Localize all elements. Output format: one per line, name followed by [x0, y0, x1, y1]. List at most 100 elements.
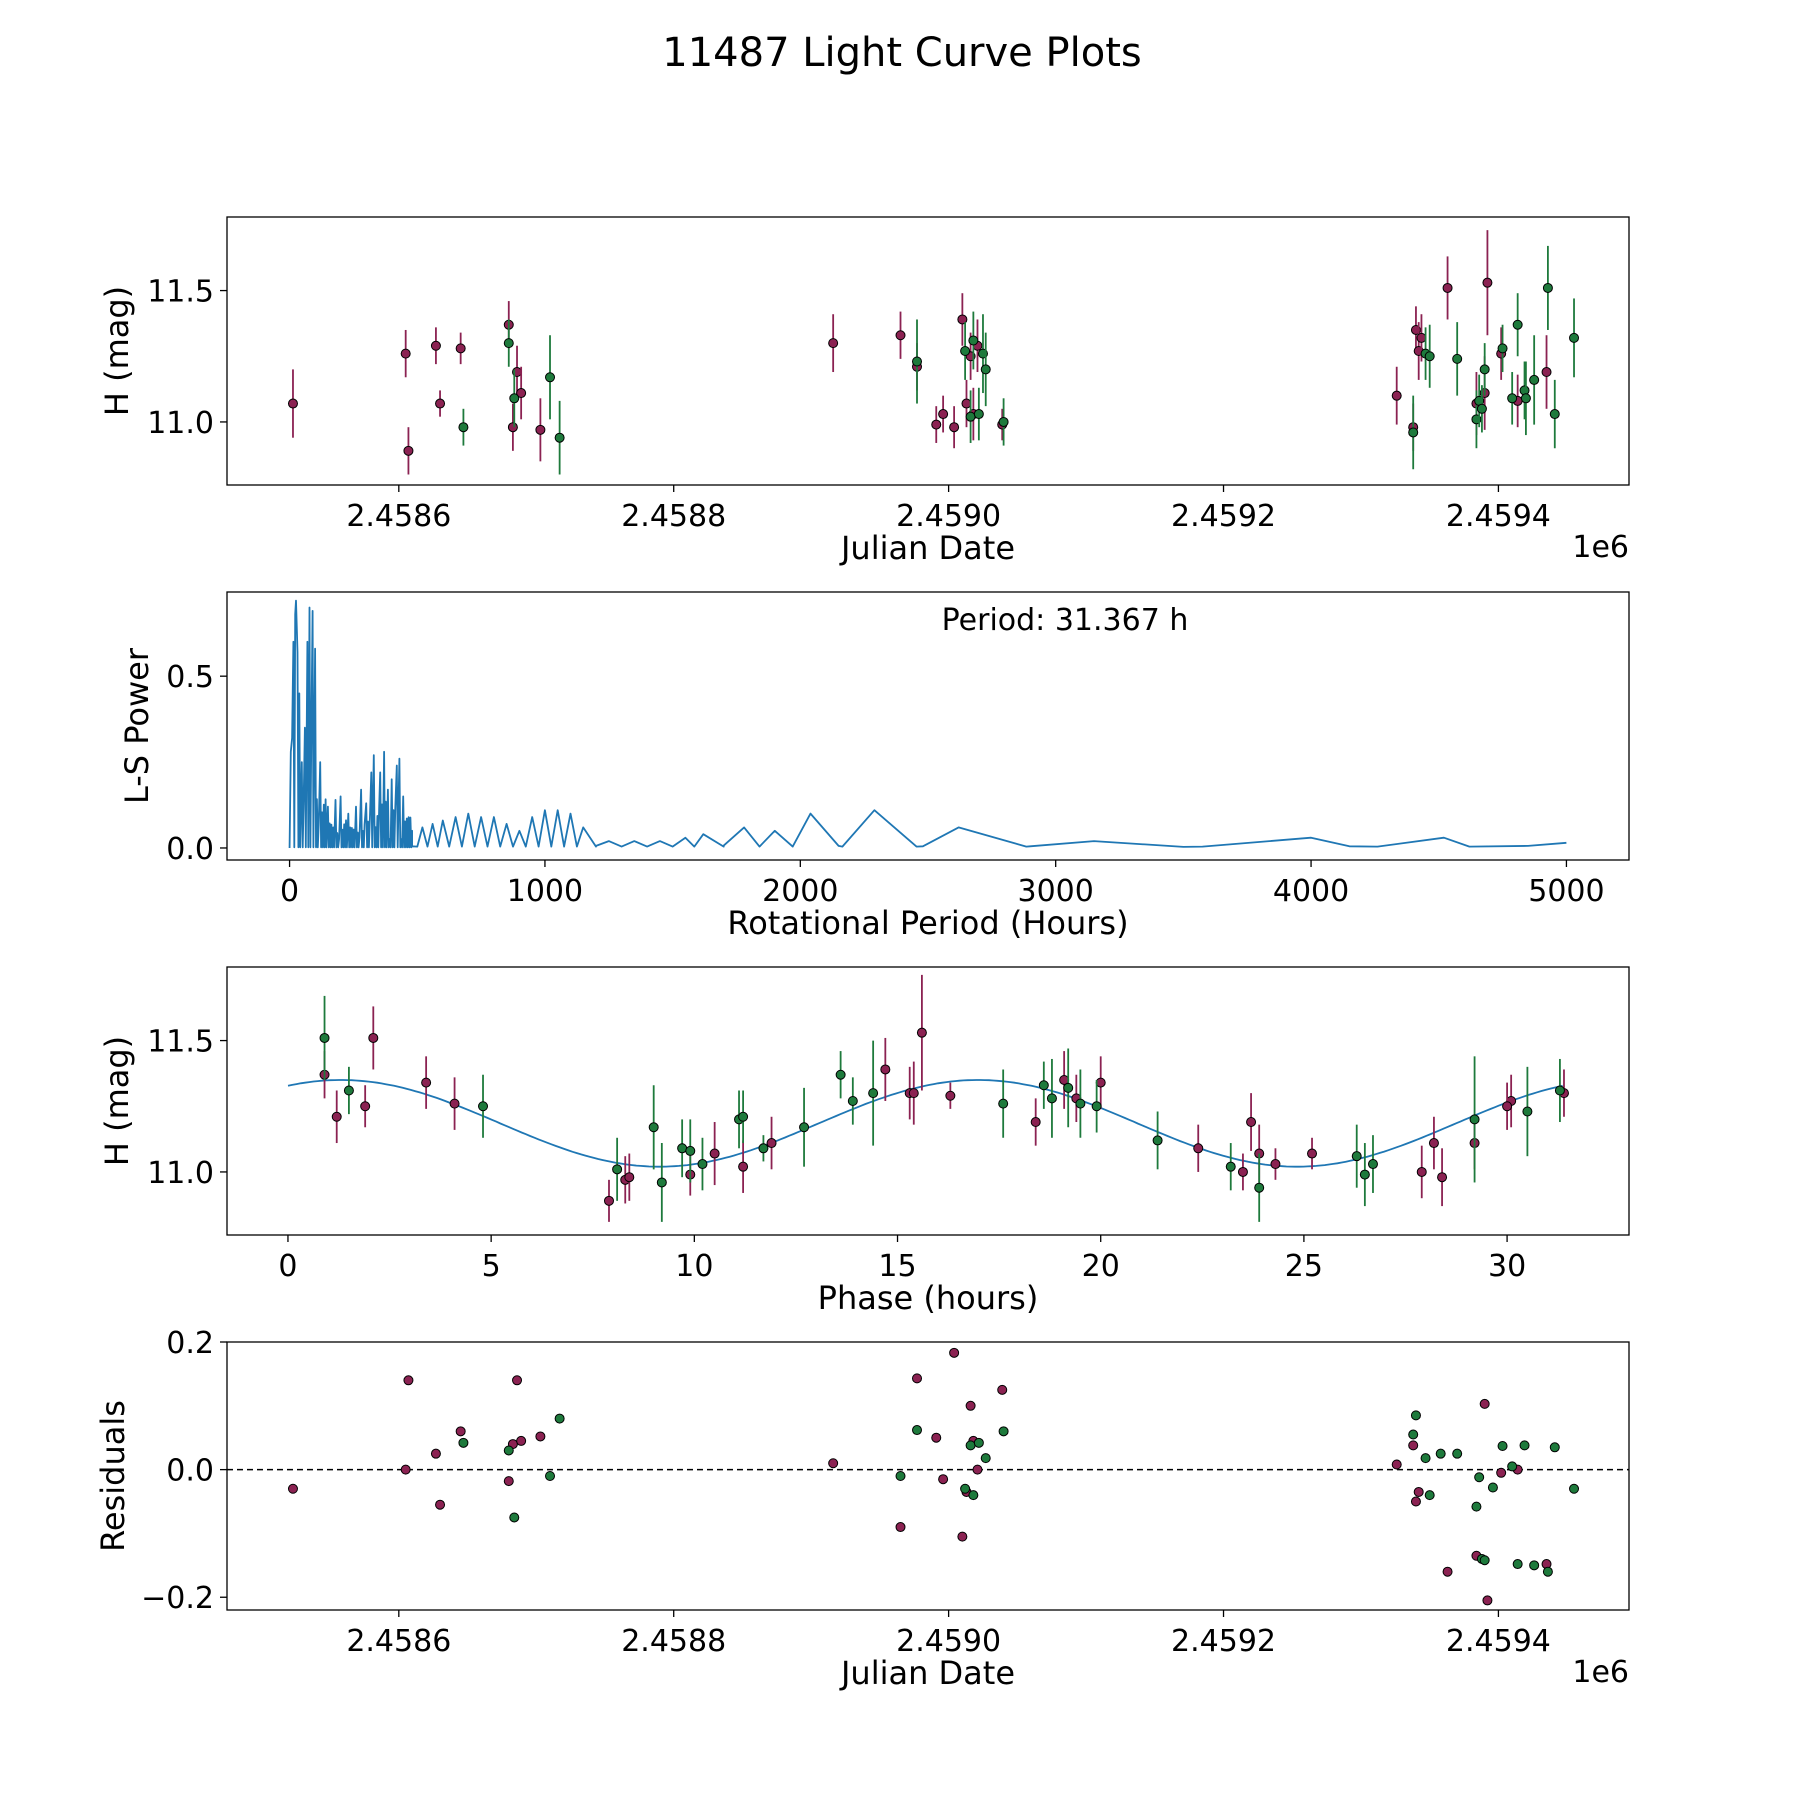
phase-curve-filter-b-point — [1359, 1169, 1370, 1180]
phase-curve-filter-a-point — [1307, 1148, 1318, 1159]
phase-curve-filter-a-point — [449, 1098, 460, 1109]
light-curve-filter-a-point — [1482, 277, 1493, 288]
light-curve-filter-a-point — [535, 424, 546, 435]
light-curve-xtick-label: 2.4588 — [621, 499, 726, 534]
phase-curve-filter-a-point — [738, 1161, 749, 1172]
phase-curve-filter-b-point — [868, 1088, 879, 1099]
phase-curve-filter-b-point — [343, 1085, 354, 1096]
residuals-filter-a-point — [1391, 1459, 1402, 1470]
light-curve-yticks: 11.0 11.5 — [147, 275, 227, 441]
residuals-filter-a-point — [503, 1476, 514, 1487]
light-curve-filter-a-point — [400, 348, 411, 359]
light-curve-xtick-label: 2.4592 — [1171, 499, 1276, 534]
residuals-ytick-label: 0.0 — [166, 1454, 214, 1489]
light-curve-ylabel: H (mag) — [98, 286, 136, 416]
phase-curve-filter-b-point — [612, 1164, 623, 1175]
residuals-filter-a-point — [972, 1464, 983, 1475]
residuals-filter-a-point — [912, 1373, 923, 1384]
phase-curve-filter-b-point — [648, 1122, 659, 1133]
phase-curve-filter-a-point — [1237, 1166, 1248, 1177]
period-annotation: Period: 31.367 h — [942, 603, 1189, 638]
residuals-filter-a-point — [1408, 1440, 1419, 1451]
light-curve-filter-a-point — [1416, 332, 1427, 343]
residuals-filter-b-point — [1424, 1490, 1435, 1501]
residuals-filter-b-point — [1435, 1448, 1446, 1459]
phase-curve-filter-b-point — [319, 1032, 330, 1043]
light-curve-axes-frame — [226, 216, 1630, 486]
phase-curve-ytick-label: 11.0 — [147, 1156, 214, 1191]
residuals-filter-b-point — [1410, 1410, 1421, 1421]
periodogram-axes-frame — [226, 591, 1630, 861]
light-curve-filter-a-point — [516, 388, 527, 399]
light-curve-filter-a-point — [507, 422, 518, 433]
light-curve-filter-b-point — [1452, 353, 1463, 364]
periodogram-ytick-label: 0.0 — [166, 832, 214, 867]
phase-curve-filter-b-point — [835, 1069, 846, 1080]
residuals-yticks: −0.2 0.0 0.2 — [141, 1326, 227, 1616]
phase-curve-filter-a-point — [1246, 1117, 1257, 1128]
phase-curve-filter-a-point — [1095, 1077, 1106, 1088]
light-curve-xtick-label: 2.4586 — [346, 499, 451, 534]
residuals-xtick-label: 2.4594 — [1446, 1624, 1551, 1659]
light-curve-filter-b-point — [1569, 332, 1580, 343]
light-curve-filter-a-point — [931, 419, 942, 430]
phase-curve-filter-a-point — [331, 1111, 342, 1122]
phase-curve-filter-a-point — [1416, 1166, 1427, 1177]
light-curve-filter-b-point — [980, 364, 991, 375]
phase-curve-xticks: 0 5 10 15 20 25 30 — [278, 1235, 1526, 1284]
residuals-filter-b-point — [509, 1512, 520, 1523]
phase-curve-filter-b-point — [1367, 1159, 1378, 1170]
light-curve-filter-b-point — [1497, 343, 1508, 354]
residuals-filter-a-point — [949, 1347, 960, 1358]
light-curve-filter-b-point — [960, 346, 971, 356]
residuals-filter-b-point — [973, 1437, 984, 1448]
residuals-xtick-label: 2.4586 — [346, 1624, 451, 1659]
light-curve-xtick-label: 2.4590 — [896, 499, 1001, 534]
light-curve-ytick-label: 11.5 — [147, 275, 214, 310]
light-curve-filter-a-point — [828, 338, 839, 349]
phase-curve-filter-b-point — [1075, 1098, 1086, 1109]
residuals-filter-b-point — [1549, 1442, 1560, 1453]
residuals-filter-b-point — [1569, 1483, 1580, 1494]
light-curve-filter-b-point — [1549, 409, 1560, 420]
residuals-filter-b-point — [1529, 1560, 1540, 1571]
phase-curve-filter-a-point — [1030, 1117, 1041, 1128]
residuals-axes-frame — [226, 1341, 1630, 1611]
residuals-filter-b-point — [503, 1445, 514, 1456]
residuals-ylabel: Residuals — [94, 1400, 132, 1552]
light-curve-filter-b-point — [973, 409, 984, 420]
residuals-xtick-label: 2.4588 — [621, 1624, 726, 1659]
light-curve-filter-b-point — [1424, 351, 1435, 362]
phase-curve-xtick-label: 30 — [1488, 1249, 1526, 1284]
light-curve-filter-b-point — [1479, 364, 1490, 375]
periodogram-xtick-label: 5000 — [1528, 874, 1604, 909]
residuals-filter-b-point — [1452, 1448, 1463, 1459]
phase-curve-ylabel: H (mag) — [98, 1036, 136, 1166]
light-curve-xticks: 2.4586 2.4588 2.4590 2.4592 2.4594 — [346, 485, 1551, 534]
phase-curve-fit-curve — [287, 1079, 1563, 1168]
light-curve-filter-a-point — [1442, 282, 1453, 293]
residuals-filter-b-point — [1471, 1501, 1482, 1512]
light-curve-filter-a-point — [430, 340, 441, 351]
residuals-ytick-label: 0.2 — [166, 1326, 214, 1361]
residuals-filter-a-point — [1479, 1398, 1490, 1409]
residuals-filter-a-point — [1482, 1595, 1493, 1606]
phase-curve-filter-b-point — [1522, 1106, 1533, 1117]
periodogram-marks — [288, 599, 1567, 849]
periodogram-xtick-label: 0 — [280, 874, 299, 909]
phase-curve-xtick-label: 5 — [482, 1249, 501, 1284]
phase-curve-filter-b-point — [847, 1096, 858, 1106]
residuals-filter-a-point — [1442, 1566, 1453, 1577]
residuals-filter-b-point — [1497, 1441, 1508, 1452]
phase-curve-filter-a-point — [709, 1148, 720, 1159]
phase-curve-filter-b-point — [799, 1122, 810, 1133]
phase-curve-filter-b-point — [1038, 1080, 1049, 1091]
phase-curve-filter-a-point — [916, 1027, 927, 1038]
light-curve-xlabel: Julian Date — [839, 529, 1015, 567]
phase-curve-axes-frame — [226, 966, 1630, 1236]
phase-curve-filter-a-point — [368, 1032, 379, 1043]
light-curve-filter-b-point — [1408, 427, 1419, 438]
residuals-marks — [227, 1347, 1629, 1606]
light-curve-filter-b-point — [554, 432, 565, 443]
